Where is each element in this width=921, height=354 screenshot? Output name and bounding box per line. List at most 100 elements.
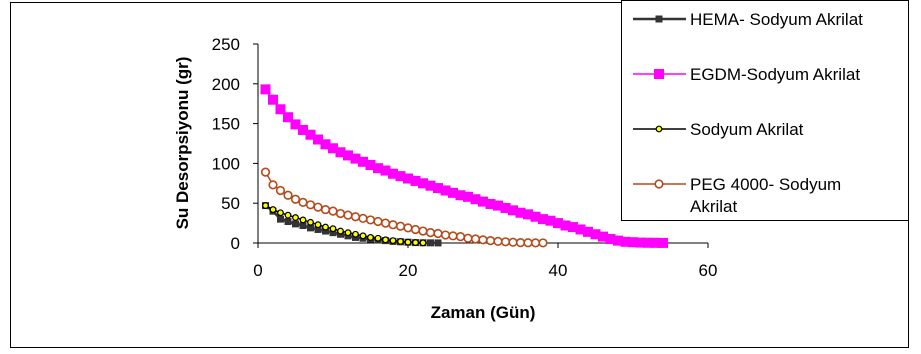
data-point	[307, 224, 314, 232]
legend-label: EGDM-Sodyum Akrilat	[690, 65, 860, 84]
data-point	[262, 202, 269, 209]
y-axis-ticks: 0 50 100 150 200 250	[212, 35, 258, 253]
data-point	[359, 232, 367, 240]
data-point	[395, 221, 406, 231]
data-point	[314, 221, 322, 229]
data-point	[292, 220, 299, 228]
data-point	[305, 200, 316, 210]
series-line	[265, 204, 424, 244]
data-point	[404, 238, 412, 246]
legend: HEMA- Sodyum Akrilat EGDM-Sodyum Akrilat S…	[621, 0, 909, 221]
data-point	[299, 221, 307, 229]
x-tick-label: 60	[699, 261, 718, 280]
data-point	[260, 167, 271, 177]
y-tick-label: 0	[231, 234, 240, 253]
data-point	[530, 238, 541, 248]
data-point	[655, 15, 663, 23]
plot-area: 0 50 100 150 200 250 0 20 40 60	[212, 35, 718, 280]
legend-label: Sodyum Akrilat	[690, 120, 804, 139]
data-point	[485, 236, 496, 246]
y-tick-label: 50	[221, 194, 240, 213]
data-point	[290, 194, 301, 204]
x-axis-title: Zaman (Gün)	[431, 303, 536, 322]
data-point	[283, 112, 293, 123]
x-tick-label: 40	[549, 261, 568, 280]
data-point	[538, 238, 548, 248]
data-point	[478, 235, 488, 245]
series-1	[260, 84, 668, 248]
data-point	[358, 213, 368, 223]
legend-label: PEG 4000- Sodyum	[690, 175, 841, 194]
data-point	[275, 104, 286, 115]
data-point	[344, 229, 352, 237]
legend-items: HEMA- Sodyum Akrilat EGDM-Sodyum Akrilat S…	[633, 10, 863, 216]
data-point	[329, 225, 337, 233]
y-tick-label: 250	[212, 35, 240, 54]
series-layer	[260, 84, 668, 248]
data-point	[352, 230, 359, 238]
data-point	[298, 197, 308, 208]
data-point	[403, 223, 413, 233]
data-point	[313, 202, 323, 212]
data-point	[515, 238, 526, 248]
legend-item: EGDM-Sodyum Akrilat	[633, 65, 860, 84]
series-2	[262, 202, 427, 247]
data-point	[419, 239, 427, 247]
series-3	[260, 167, 548, 248]
data-point	[320, 204, 331, 215]
data-point	[290, 119, 301, 130]
data-point	[500, 237, 511, 247]
data-point	[418, 226, 428, 236]
data-point	[277, 209, 284, 217]
data-point	[523, 238, 533, 248]
legend-label: Akrilat	[690, 197, 738, 216]
y-axis-title: Su Desorpsiyonu (gr)	[173, 57, 192, 230]
legend-item: HEMA- Sodyum Akrilat	[633, 10, 863, 29]
data-point	[322, 223, 329, 231]
data-point	[275, 185, 286, 196]
data-point	[380, 218, 391, 228]
data-point	[374, 234, 382, 242]
data-point	[654, 69, 664, 79]
data-point	[425, 228, 436, 238]
data-point	[448, 231, 458, 241]
legend-label: HEMA- Sodyum Akrilat	[690, 10, 863, 29]
data-point	[388, 220, 398, 230]
data-point	[470, 234, 481, 244]
data-point	[373, 216, 383, 227]
data-point	[277, 215, 284, 223]
data-point	[389, 237, 397, 245]
data-point	[367, 234, 374, 241]
data-point	[493, 236, 503, 247]
data-point	[283, 190, 293, 200]
data-point	[410, 224, 421, 235]
data-point	[397, 238, 404, 245]
data-point	[292, 214, 299, 221]
data-point	[433, 228, 443, 239]
data-point	[343, 210, 353, 220]
data-point	[335, 208, 346, 219]
data-point	[455, 232, 466, 242]
legend-item: PEG 4000- Sodyum Akrilat	[633, 175, 841, 216]
data-point	[328, 206, 338, 216]
x-tick-label: 20	[399, 261, 418, 280]
data-point	[655, 125, 663, 133]
data-point	[269, 206, 277, 213]
data-point	[299, 216, 307, 224]
data-point	[268, 180, 278, 190]
data-point	[284, 218, 292, 226]
data-point	[382, 236, 389, 244]
data-point	[508, 237, 518, 247]
data-point	[260, 84, 271, 95]
data-point	[658, 237, 668, 248]
y-tick-label: 150	[212, 115, 240, 134]
data-point	[440, 230, 451, 240]
data-point	[337, 227, 344, 235]
y-tick-label: 100	[212, 154, 240, 173]
data-point	[268, 94, 278, 105]
data-point	[427, 239, 434, 247]
data-point	[412, 239, 419, 247]
legend-item: Sodyum Akrilat	[633, 120, 804, 139]
data-point	[284, 211, 292, 219]
